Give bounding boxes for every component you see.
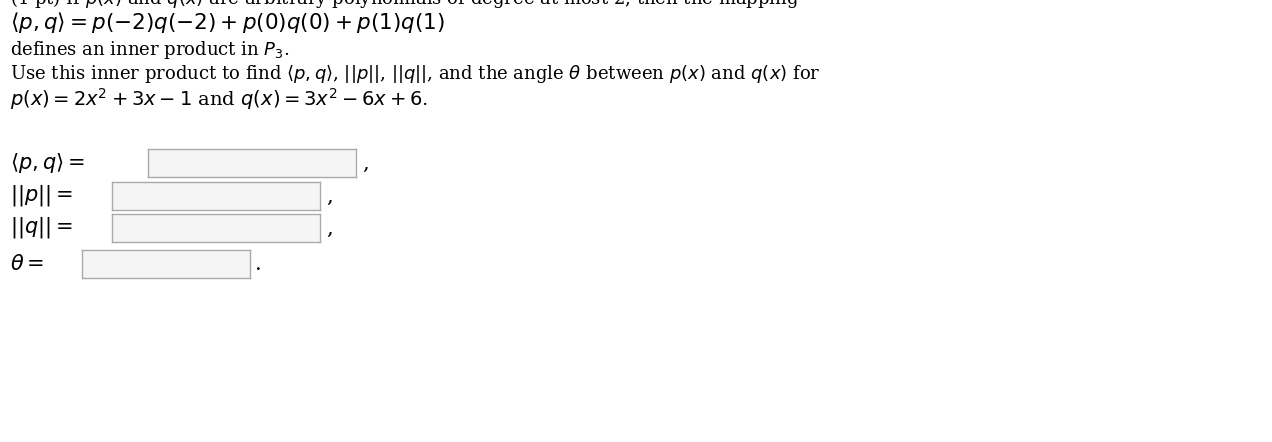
Text: ,: , <box>363 153 369 172</box>
Text: $\langle p, q \rangle = p(-2)q(-2) + p(0)q(0) + p(1)q(1)$: $\langle p, q \rangle = p(-2)q(-2) + p(0… <box>10 10 445 35</box>
Text: .: . <box>254 255 262 274</box>
Text: Use this inner product to find $\langle p, q \rangle$, $||p||$, $||q||$, and the: Use this inner product to find $\langle … <box>10 63 820 85</box>
Text: defines an inner product in $P_3$.: defines an inner product in $P_3$. <box>10 39 290 61</box>
Text: $p(x) = 2x^2 + 3x - 1$ and $q(x) = 3x^2 - 6x + 6$.: $p(x) = 2x^2 + 3x - 1$ and $q(x) = 3x^2 … <box>10 86 429 112</box>
Text: ,: , <box>326 218 332 237</box>
Text: (1 pt) If $p(x)$ and $q(x)$ are arbitrary polynomials of degree at most 2, then : (1 pt) If $p(x)$ and $q(x)$ are arbitrar… <box>10 0 799 10</box>
Text: ,: , <box>326 187 332 206</box>
Text: $||q|| =$: $||q|| =$ <box>10 216 73 240</box>
Text: $\theta =$: $\theta =$ <box>10 254 45 274</box>
Text: $\langle p, q \rangle =$: $\langle p, q \rangle =$ <box>10 151 85 175</box>
Text: $||p|| =$: $||p|| =$ <box>10 183 73 209</box>
